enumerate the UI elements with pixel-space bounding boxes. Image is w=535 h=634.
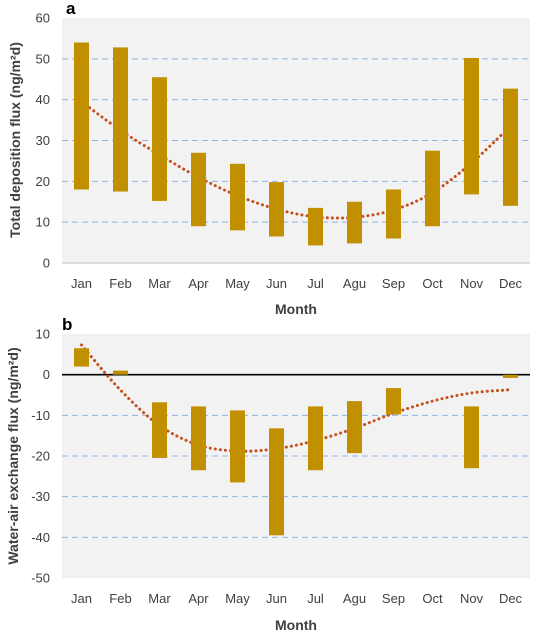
x-tick-label: Sep	[382, 591, 405, 606]
y-axis-title-b: Water-air exchange flux (ng/m²d)	[5, 347, 21, 564]
bar-jan	[74, 348, 89, 367]
x-tick-label: Dec	[499, 591, 523, 606]
x-tick-labels-a: Jan Feb Mar Apr May Jun Jul Agu Sep Oct Nov Dec	[71, 276, 523, 291]
panel-b: -50 -40 -30 -20 -10 0 10 Jan Feb Mar Apr May Jun Jul…	[5, 315, 530, 633]
bar-nov	[464, 406, 479, 469]
y-tick-label: -40	[31, 530, 50, 545]
x-axis-title-b: Month	[275, 617, 317, 633]
x-tick-label: Jul	[307, 591, 324, 606]
x-tick-label: May	[225, 591, 250, 606]
panel-label-b: b	[62, 315, 72, 334]
y-tick-label: 0	[43, 256, 50, 271]
panel-a: 0 10 20 30 40 50 60 Jan Feb Mar Apr May Jun Jul Agu Se…	[7, 0, 530, 317]
bar-sep	[386, 189, 401, 239]
x-tick-label: Oct	[422, 591, 443, 606]
bars-b	[74, 348, 518, 536]
x-tick-label: Feb	[109, 591, 131, 606]
y-tick-label: -30	[31, 489, 50, 504]
gridlines-a	[62, 58, 530, 264]
x-tick-label: Apr	[188, 276, 209, 291]
bar-apr	[191, 152, 206, 227]
y-tick-label: 60	[36, 11, 50, 26]
y-tick-label: 40	[36, 92, 50, 107]
x-tick-label: Nov	[460, 591, 484, 606]
x-tick-label: Jun	[266, 591, 287, 606]
x-tick-label: Feb	[109, 276, 131, 291]
bar-oct	[425, 150, 440, 227]
x-tick-label: Nov	[460, 276, 484, 291]
bars-a	[74, 42, 518, 246]
x-tick-label: Mar	[148, 591, 171, 606]
y-tick-label: -50	[31, 571, 50, 586]
y-tick-label: 20	[36, 174, 50, 189]
x-axis-title-a: Month	[275, 301, 317, 317]
bar-apr	[191, 406, 206, 471]
x-tick-label: May	[225, 276, 250, 291]
y-tick-labels-b: -50 -40 -30 -20 -10 0 10	[31, 327, 50, 586]
bar-nov	[464, 58, 479, 195]
y-tick-labels-a: 0 10 20 30 40 50 60	[36, 11, 50, 271]
bar-agu	[347, 401, 362, 454]
bar-jun	[269, 428, 284, 536]
bar-agu	[347, 201, 362, 244]
bar-dec	[503, 88, 518, 206]
x-tick-label: Jan	[71, 276, 92, 291]
y-tick-label: 10	[36, 327, 50, 342]
y-tick-label: 50	[36, 51, 50, 66]
bar-jul	[308, 207, 323, 246]
y-tick-label: 10	[36, 215, 50, 230]
x-tick-label: Jun	[266, 276, 287, 291]
bar-jul	[308, 406, 323, 471]
x-tick-labels-b: Jan Feb Mar Apr May Jun Jul Agu Sep Oct Nov Dec	[71, 591, 523, 606]
x-tick-label: Apr	[188, 591, 209, 606]
y-axis-title-a: Total deposition flux (ng/m²d)	[7, 42, 23, 238]
y-tick-label: 0	[43, 367, 50, 382]
bar-mar	[152, 402, 167, 459]
y-tick-label: -20	[31, 449, 50, 464]
x-tick-label: Dec	[499, 276, 523, 291]
bar-feb	[113, 370, 128, 375]
x-tick-label: Oct	[422, 276, 443, 291]
y-tick-label: -10	[31, 408, 50, 423]
x-tick-label: Sep	[382, 276, 405, 291]
panel-label-a: a	[66, 0, 76, 18]
bar-dec	[503, 374, 518, 378]
bar-feb	[113, 47, 128, 192]
bar-may	[230, 163, 245, 231]
bar-jan	[74, 42, 89, 190]
bar-sep	[386, 388, 401, 415]
x-tick-label: Jan	[71, 591, 92, 606]
x-tick-label: Agu	[343, 591, 366, 606]
gridlines-b	[62, 373, 530, 538]
x-tick-label: Agu	[343, 276, 366, 291]
x-tick-label: Mar	[148, 276, 171, 291]
bar-mar	[152, 77, 167, 201]
bar-jun	[269, 182, 284, 237]
x-tick-label: Jul	[307, 276, 324, 291]
y-tick-label: 30	[36, 133, 50, 148]
bar-may	[230, 410, 245, 483]
